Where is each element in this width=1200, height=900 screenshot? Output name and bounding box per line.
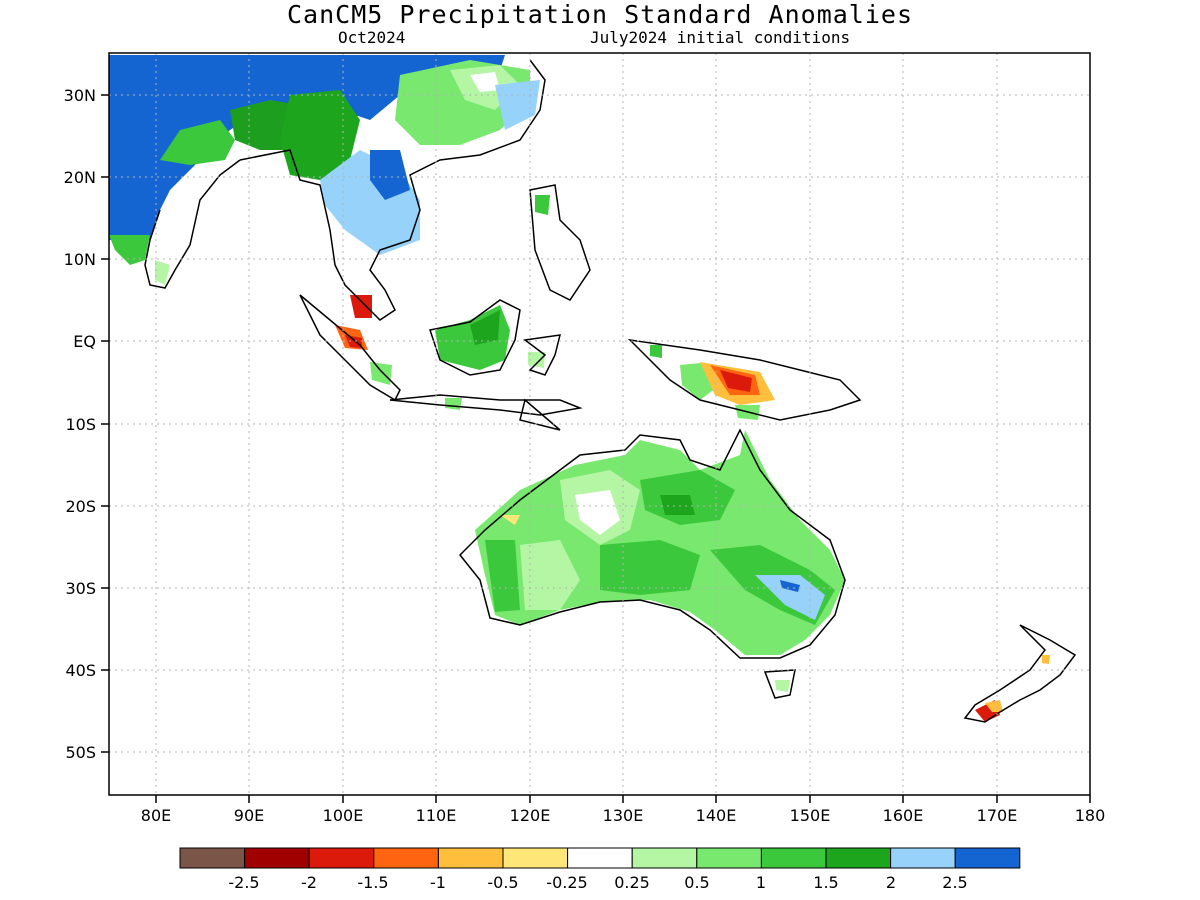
colorbar-label: -1.5 xyxy=(357,873,388,892)
lat-label: 30S xyxy=(65,579,96,598)
lon-label: 110E xyxy=(416,806,457,825)
colorbar-label: 2 xyxy=(886,873,896,892)
colorbar-swatch xyxy=(502,847,569,869)
lon-label: 140E xyxy=(696,806,737,825)
latitude-labels: 30N 20N 10N EQ 10S 20S 30S 40S 50S xyxy=(64,86,96,762)
colorbar-swatch xyxy=(437,847,504,869)
coastlines xyxy=(144,59,1077,723)
lon-label: 90E xyxy=(234,806,264,825)
anomaly-fields xyxy=(109,55,1050,722)
colorbar-swatch xyxy=(954,847,1021,869)
lon-label: 100E xyxy=(323,806,364,825)
colorbar-label: -0.25 xyxy=(546,873,587,892)
colorbar-label: 2.5 xyxy=(942,873,967,892)
colorbar-label: 0.25 xyxy=(614,873,650,892)
colorbar xyxy=(179,847,1021,869)
lat-label: 20S xyxy=(65,497,96,516)
lat-label: 10S xyxy=(65,415,96,434)
axis-ticks xyxy=(101,94,1091,803)
lat-label: 50S xyxy=(65,743,96,762)
lat-label: EQ xyxy=(73,332,96,351)
colorbar-label: -2.5 xyxy=(228,873,259,892)
lat-label: 20N xyxy=(64,168,96,187)
colorbar-swatch xyxy=(244,847,310,869)
gridlines xyxy=(109,53,1090,795)
lon-label: 80E xyxy=(141,806,171,825)
lat-label: 30N xyxy=(64,86,96,105)
map-title: CanCM5 Precipitation Standard Anomalies xyxy=(287,0,913,29)
colorbar-swatch xyxy=(308,847,375,869)
forecast-month: Oct2024 xyxy=(338,28,406,47)
colorbar-swatch xyxy=(890,847,956,869)
colorbar-label: 0.5 xyxy=(684,873,709,892)
colorbar-label: -1 xyxy=(430,873,446,892)
lat-label: 10N xyxy=(64,250,96,269)
lat-label: 40S xyxy=(65,661,96,680)
colorbar-label: -0.5 xyxy=(487,873,518,892)
lon-label: 180 xyxy=(1075,806,1106,825)
colorbar-labels: -2.5 -2 -1.5 -1 -0.5 -0.25 0.25 0.5 1 1.… xyxy=(228,873,967,892)
plot-area xyxy=(109,53,1090,795)
lon-label: 170E xyxy=(977,806,1018,825)
colorbar-label: -2 xyxy=(301,873,317,892)
longitude-labels: 80E 90E 100E 110E 120E 130E 140E 150E 16… xyxy=(141,806,1106,825)
lon-label: 150E xyxy=(790,806,831,825)
colorbar-swatch xyxy=(760,847,827,869)
colorbar-swatch xyxy=(696,847,762,869)
colorbar-swatch xyxy=(825,847,892,869)
colorbar-swatch xyxy=(373,847,439,869)
lon-label: 130E xyxy=(603,806,644,825)
colorbar-swatch xyxy=(631,847,698,869)
initial-conditions: July2024 initial conditions xyxy=(590,28,851,47)
colorbar-swatch xyxy=(179,847,246,869)
colorbar-label: 1 xyxy=(756,873,766,892)
colorbar-label: 1.5 xyxy=(813,873,838,892)
lon-label: 120E xyxy=(510,806,551,825)
colorbar-swatch xyxy=(567,847,633,869)
lon-label: 160E xyxy=(883,806,924,825)
